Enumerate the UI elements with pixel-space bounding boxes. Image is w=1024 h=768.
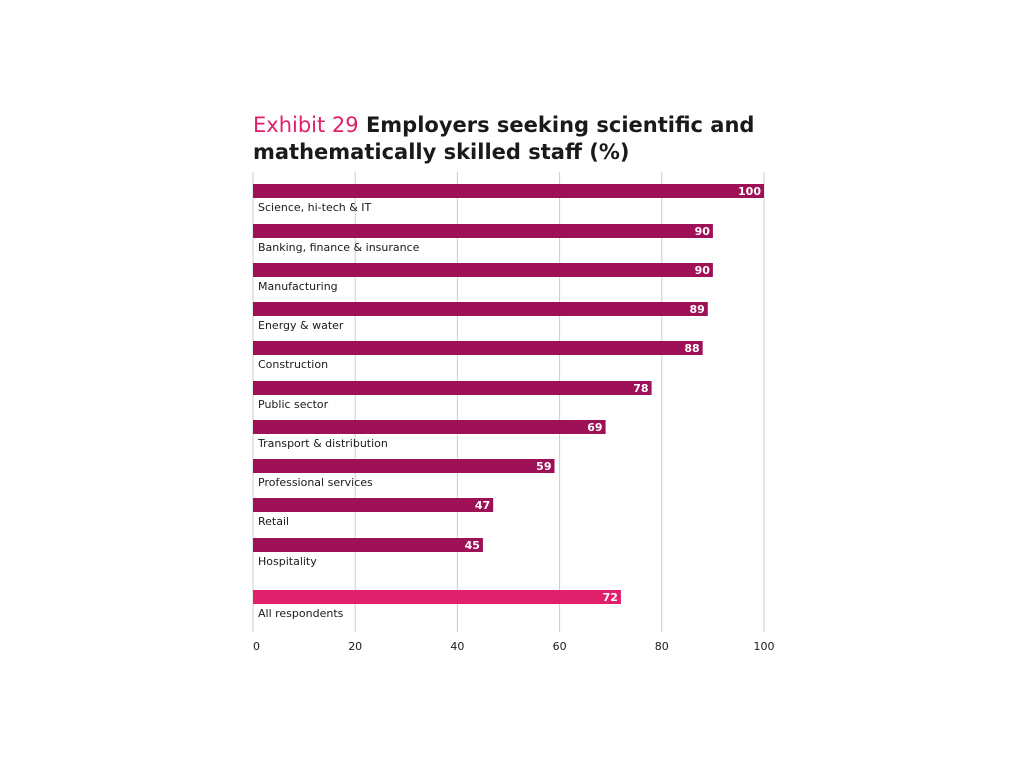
- bar: [253, 538, 483, 552]
- category-label: Construction: [258, 358, 328, 371]
- x-tick-label: 80: [655, 640, 669, 653]
- category-label: Hospitality: [258, 555, 317, 568]
- category-label: All respondents: [258, 607, 344, 620]
- category-label: Banking, finance & insurance: [258, 241, 420, 254]
- bar-value-label: 69: [587, 421, 602, 434]
- bar: [253, 420, 606, 434]
- bar-value-label: 45: [465, 539, 480, 552]
- chart-title: Exhibit 29 Employers seeking scientific …: [253, 112, 773, 166]
- bar: [253, 263, 713, 277]
- bar: [253, 459, 555, 473]
- bar-value-label: 88: [684, 342, 699, 355]
- gridlines: [252, 172, 765, 632]
- category-label: Science, hi-tech & IT: [258, 201, 372, 214]
- x-tick-label: 20: [348, 640, 362, 653]
- category-label: Manufacturing: [258, 280, 338, 293]
- bar-value-label: 59: [536, 460, 551, 473]
- bar-value-label: 100: [738, 185, 761, 198]
- category-label: Transport & distribution: [257, 437, 388, 450]
- x-tick-label: 60: [553, 640, 567, 653]
- bar: [253, 184, 764, 198]
- bar-value-label: 78: [633, 382, 648, 395]
- category-label: Energy & water: [258, 319, 344, 332]
- x-tick-label: 40: [450, 640, 464, 653]
- bar: [253, 224, 713, 238]
- chart-title-text: Employers seeking scientific and mathema…: [253, 113, 755, 164]
- bars: 100 Science, hi-tech & IT 90 Banking, finan…: [253, 184, 764, 620]
- bar-value-label: 72: [603, 591, 618, 604]
- chart-title-prefix: Exhibit 29: [253, 113, 359, 137]
- bar-value-label: 90: [695, 264, 711, 277]
- bar-value-label: 90: [695, 225, 711, 238]
- bar: [253, 381, 652, 395]
- category-label: Public sector: [258, 398, 329, 411]
- bar: [253, 341, 703, 355]
- bar-value-label: 89: [689, 303, 704, 316]
- category-label: Professional services: [258, 476, 373, 489]
- x-tick-label: 0: [253, 640, 260, 653]
- bar: [253, 302, 708, 316]
- bar-value-label: 47: [475, 499, 490, 512]
- bar: [253, 498, 494, 512]
- bar-all-respondents: [253, 590, 621, 604]
- x-axis-ticks: 0 20 40 60 80 100: [253, 640, 775, 653]
- x-tick-label: 100: [754, 640, 775, 653]
- category-label: Retail: [258, 515, 289, 528]
